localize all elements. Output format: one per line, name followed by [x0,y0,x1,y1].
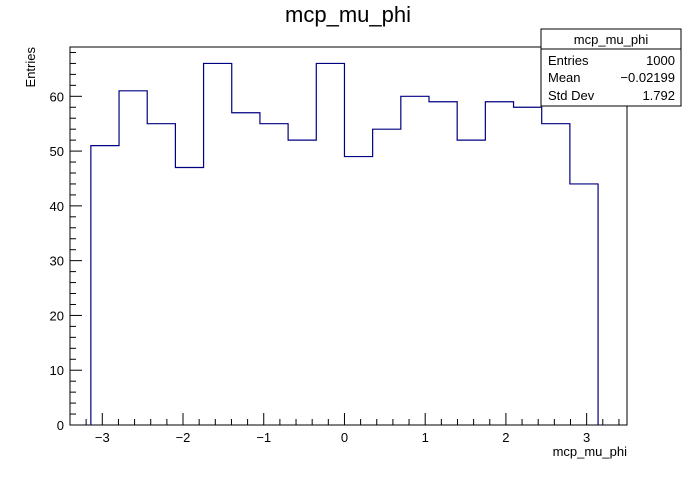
stats-mean-value: −0.02199 [620,70,675,85]
y-tick-label: 60 [50,89,64,104]
x-tick-label: 3 [583,430,590,445]
stats-entries-value: 1000 [646,53,675,68]
stats-stddev-value: 1.792 [642,88,675,103]
y-tick-label: 30 [50,254,64,269]
y-axis-ticks: 0 10 20 30 40 50 60 [50,51,82,433]
y-tick-label: 10 [50,363,64,378]
x-tick-label: 1 [422,430,429,445]
x-tick-label: −3 [95,430,110,445]
stats-box-title: mcp_mu_phi [574,32,649,47]
chart-title: mcp_mu_phi [285,2,411,27]
y-axis-label: Entries [23,47,38,88]
histogram-series [90,62,599,425]
x-axis-ticks: −3 −2 −1 0 1 2 3 [69,413,620,445]
x-tick-label: −1 [256,430,271,445]
x-axis-label: mcp_mu_phi [553,444,628,459]
stats-stddev-label: Std Dev [548,88,595,103]
y-tick-label: 0 [57,418,64,433]
x-tick-label: 0 [341,430,348,445]
x-tick-label: 2 [502,430,509,445]
plot-frame [69,46,628,426]
y-tick-label: 50 [50,144,64,159]
y-tick-label: 20 [50,308,64,323]
stats-entries-label: Entries [548,53,589,68]
y-tick-label: 40 [50,199,64,214]
stats-box: mcp_mu_phi Entries 1000 Mean −0.02199 St… [540,28,682,107]
stats-box-frame [540,28,682,107]
x-tick-label: −2 [176,430,191,445]
stats-mean-label: Mean [548,70,581,85]
